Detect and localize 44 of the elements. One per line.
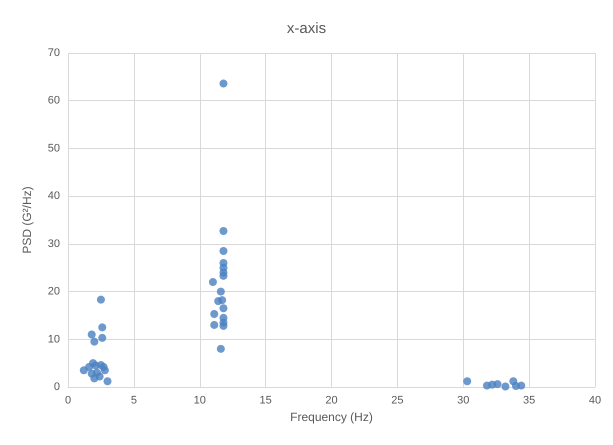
y-tick-label: 60	[48, 94, 60, 107]
point	[90, 338, 98, 346]
point	[208, 278, 217, 286]
y-tick-label: 10	[48, 333, 60, 346]
point	[494, 380, 502, 388]
x-tick-label: 40	[588, 394, 602, 406]
point	[501, 382, 510, 391]
y-axis-title: PSD (G²/Hz)	[20, 186, 34, 254]
point	[219, 226, 228, 235]
point	[96, 296, 105, 304]
y-tick-label: 0	[54, 381, 60, 393]
point	[219, 80, 228, 88]
point	[88, 330, 96, 339]
point	[100, 366, 109, 374]
point	[216, 288, 225, 296]
x-tick-label: 10	[194, 394, 206, 406]
point	[90, 374, 98, 382]
y-tick-label: 70	[48, 47, 60, 59]
x-tick-label: 20	[325, 394, 338, 406]
x-tick-label: 25	[391, 394, 404, 406]
point	[219, 272, 228, 280]
chart-title: x-axis	[286, 20, 326, 37]
y-tick-label: 40	[48, 190, 60, 202]
point	[210, 320, 218, 329]
point	[218, 296, 226, 304]
point	[463, 377, 472, 386]
x-tick-label: 0	[64, 394, 72, 406]
y-tick-label: 20	[48, 286, 60, 298]
point	[210, 310, 218, 318]
point	[219, 247, 228, 256]
x-tick-label: 5	[130, 394, 137, 406]
point	[104, 377, 112, 386]
point	[98, 323, 106, 332]
x-tick-label: 30	[457, 394, 470, 406]
y-tick-label: 30	[48, 238, 60, 250]
x-axis-title: Frequency (Hz)	[290, 410, 373, 424]
y-tick-label: 50	[48, 142, 60, 154]
point	[219, 322, 228, 330]
x-tick-label: 35	[523, 394, 536, 406]
point	[517, 382, 526, 390]
point	[219, 304, 228, 312]
point	[216, 344, 225, 353]
x-tick-label: 15	[260, 394, 272, 406]
point	[98, 334, 106, 342]
